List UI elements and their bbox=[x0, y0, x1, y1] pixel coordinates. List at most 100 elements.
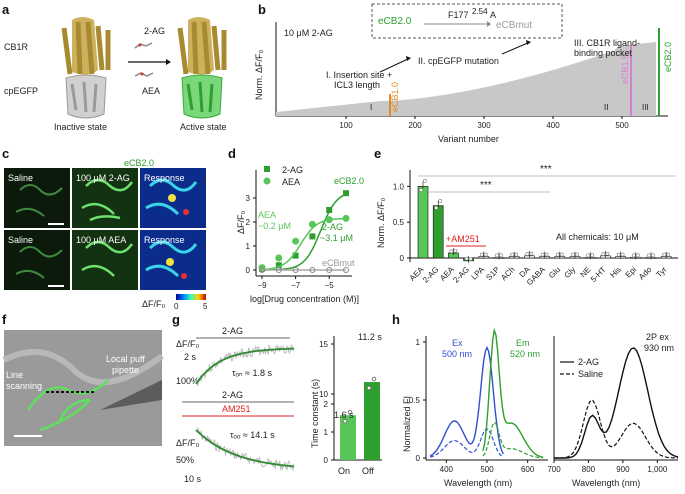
c-response-1: Response bbox=[144, 173, 185, 183]
mutation-box bbox=[371, 3, 563, 39]
e-xtick-label: Glu bbox=[547, 265, 562, 280]
ligand-aea-label: AEA bbox=[142, 86, 160, 96]
b-xtick-label: 100 bbox=[339, 121, 353, 130]
e-xtick-label: Tyr bbox=[654, 265, 668, 279]
cpegfp-label: cpEGFP bbox=[4, 86, 38, 96]
step2-label: II. cpEGFP mutation bbox=[418, 56, 499, 66]
d-xtick-label: −9 bbox=[257, 281, 267, 290]
c-saline-1: Saline bbox=[8, 173, 33, 183]
d-point-mut bbox=[326, 267, 333, 273]
h-xtick-label: 1,000 bbox=[647, 465, 668, 474]
b-ylabel: Norm. ΔF/F₀ bbox=[254, 49, 264, 100]
d-point-mut bbox=[275, 267, 282, 273]
h-ex-nm: 500 nm bbox=[442, 349, 472, 359]
d-ann-mut: eCBmut bbox=[322, 258, 355, 268]
e-dot bbox=[464, 256, 469, 261]
e-xtick-label: S1P bbox=[484, 265, 501, 282]
roman-3: III bbox=[642, 103, 649, 112]
d-ann-2ag-val: ~3.1 μM bbox=[320, 233, 353, 243]
b-xlabel: Variant number bbox=[438, 134, 499, 144]
g-t1: 2 s bbox=[184, 352, 197, 362]
panel-e-label: e bbox=[374, 146, 381, 161]
panel-a-label: a bbox=[2, 2, 10, 17]
d-point-aea bbox=[275, 254, 283, 262]
e-note: All chemicals: 10 μM bbox=[556, 232, 639, 242]
h-leg-1: 2-AG bbox=[578, 357, 599, 367]
g-fit-on bbox=[195, 347, 294, 385]
b-xtick-label: 300 bbox=[477, 121, 491, 130]
h-ex-saline bbox=[429, 428, 504, 458]
active-state-label: Active state bbox=[180, 122, 227, 132]
e-dot bbox=[575, 252, 579, 257]
d-point-aea bbox=[325, 216, 333, 224]
d-legend-aea-mark bbox=[263, 177, 271, 185]
e-xtick-label: ACh bbox=[499, 265, 516, 282]
e-ylabel: Norm. ΔF/F₀ bbox=[376, 197, 386, 248]
d-xlabel: log[Drug concentration (M)] bbox=[250, 294, 359, 304]
mutation-ecbmut: eCBmut bbox=[496, 20, 532, 31]
h-em: Em bbox=[516, 338, 530, 348]
e-xtick-label: Epi bbox=[624, 265, 639, 280]
d-ylabel: ΔF/F₀ bbox=[236, 210, 246, 234]
f-local: Local puff bbox=[106, 354, 145, 364]
e-dot bbox=[483, 252, 488, 257]
h-em-saline bbox=[482, 421, 544, 459]
roman-1: I bbox=[370, 103, 372, 112]
ecb15-label: eCB1.5 bbox=[620, 54, 630, 84]
e-dot bbox=[453, 248, 458, 253]
e-dot bbox=[499, 253, 503, 258]
panel-d-label: d bbox=[228, 146, 236, 161]
d-point-mut bbox=[309, 267, 316, 273]
d-point-2ag bbox=[309, 233, 316, 240]
g-fit-off bbox=[195, 429, 295, 468]
receptor-inactive bbox=[61, 17, 111, 119]
e-dot bbox=[590, 253, 595, 258]
h-2p-nm: 930 nm bbox=[644, 343, 674, 353]
mutation-sup: 2.54 bbox=[472, 7, 488, 16]
b-xtick-label: 500 bbox=[615, 121, 629, 130]
d-point-aea bbox=[342, 214, 350, 222]
g-bar-dot bbox=[371, 376, 377, 382]
h-xtick-label: 400 bbox=[440, 465, 454, 474]
h-em-nm: 520 nm bbox=[510, 349, 540, 359]
h-leg-2: Saline bbox=[578, 369, 603, 379]
h-2p-saline bbox=[554, 399, 679, 459]
d-point-aea bbox=[308, 220, 316, 228]
b-xtick-label: 200 bbox=[408, 121, 422, 130]
h-ytick-label: 0 bbox=[416, 454, 421, 463]
h-ylabel: Normalized FI bbox=[402, 396, 412, 452]
e-sig-2: *** bbox=[480, 180, 492, 191]
g-trace-on bbox=[195, 343, 295, 386]
h-ytick-label: 1 bbox=[416, 338, 421, 347]
g-pct-1: 100% bbox=[176, 376, 199, 386]
h-ytick-label: 0.5 bbox=[409, 396, 421, 405]
step1-label: I. Insertion site + bbox=[326, 70, 392, 80]
d-ann-aea: AEA bbox=[258, 210, 276, 220]
g-bar-area: 0 1 210 15 bbox=[319, 340, 380, 465]
e-dot bbox=[571, 252, 575, 257]
e-xtick-label: LPA bbox=[470, 265, 487, 282]
step1b-label: ICL3 length bbox=[334, 80, 380, 90]
panel-g-label: g bbox=[172, 312, 180, 327]
variant-bars bbox=[276, 42, 656, 116]
e-xtick-label: His bbox=[608, 265, 623, 280]
inactive-state-label: Inactive state bbox=[54, 122, 107, 132]
g-bar-ylabel: Time constant (s) bbox=[310, 379, 320, 448]
h-ticks: 400 500 600 700 800 900 1,000 0 0.5 1 bbox=[409, 338, 668, 474]
step3b-label: binding pocket bbox=[574, 48, 633, 58]
e-dot bbox=[514, 252, 519, 257]
d-ann-aea-val: ~0.2 μM bbox=[258, 221, 291, 231]
e-dot bbox=[555, 252, 560, 257]
f-scanning: scanning bbox=[6, 381, 42, 391]
c-drug-2: 100 μM AEA bbox=[76, 235, 126, 245]
cb1r-label: CB1R bbox=[4, 42, 29, 52]
g-bar-On bbox=[340, 415, 356, 460]
b-condition: 10 μM 2-AG bbox=[284, 28, 333, 38]
g-ylabel-2: ΔF/F₀ bbox=[176, 438, 200, 448]
c-title: eCB2.0 bbox=[124, 158, 154, 168]
f-pipette: pipette bbox=[112, 365, 139, 375]
g-drug-1: 2-AG bbox=[222, 326, 243, 336]
e-dot bbox=[510, 252, 515, 257]
d-legend-2ag-mark bbox=[264, 166, 270, 172]
e-sig-1: *** bbox=[540, 164, 552, 175]
